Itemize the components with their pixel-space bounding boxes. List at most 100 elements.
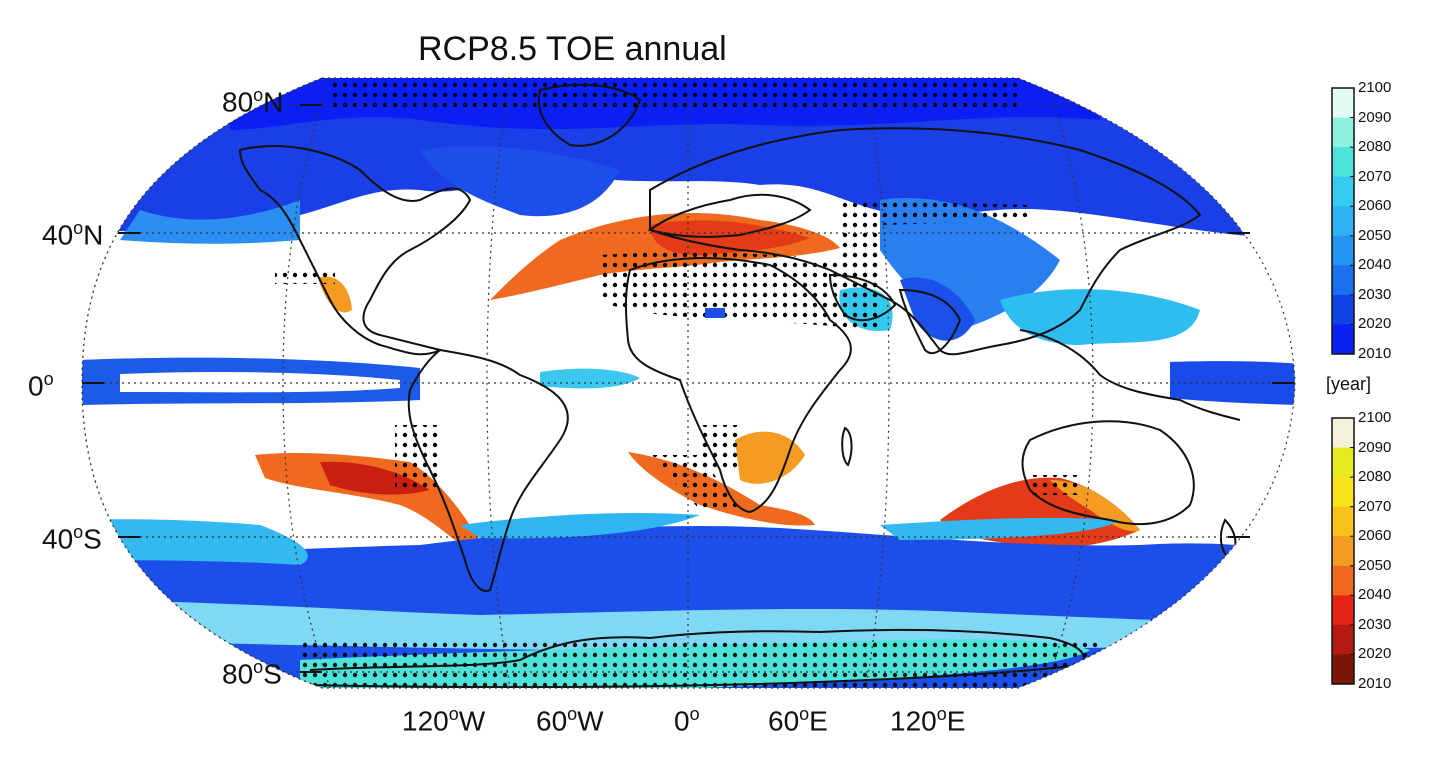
colorbar-warm-swatch bbox=[1332, 654, 1354, 685]
australia-stippling bbox=[1030, 475, 1080, 495]
colorbar-warm-swatch bbox=[1332, 536, 1354, 567]
colorbar-cool-tick-label: 2050 bbox=[1358, 226, 1392, 244]
lon-60e-hemi: E bbox=[809, 705, 828, 737]
lon-label-120e: 120oE bbox=[890, 705, 965, 735]
lat-40s-sup: o bbox=[73, 522, 84, 542]
madagascar-coast bbox=[841, 426, 853, 467]
sahara-stippling bbox=[600, 250, 880, 330]
southern-ocean-cyan-east bbox=[880, 517, 1120, 540]
colorbar-warm-swatch bbox=[1332, 595, 1354, 626]
arctic-stippling bbox=[330, 78, 1020, 108]
colorbar-warm-tick-label: 2030 bbox=[1358, 615, 1392, 633]
mexico-warm bbox=[318, 276, 352, 313]
lat-label-eq: 0o bbox=[28, 370, 54, 400]
lat-80n-hemi: N bbox=[263, 86, 284, 118]
lat-80n-sup: o bbox=[253, 85, 264, 105]
colorbar-cool-swatch bbox=[1332, 88, 1354, 119]
colorbar-warm-frame bbox=[1331, 417, 1355, 685]
lon-120e-deg: 120 bbox=[890, 705, 937, 737]
colorbar-cool-swatch bbox=[1332, 324, 1354, 355]
lat-label-40s: 40oS bbox=[42, 523, 102, 553]
north-atlantic-blue bbox=[420, 146, 620, 217]
lon-60w-deg: 60 bbox=[536, 705, 568, 737]
africa-coast bbox=[624, 257, 852, 514]
colorbar-warm-tick-label: 2100 bbox=[1358, 409, 1392, 426]
lat-40n-deg: 40 bbox=[42, 219, 74, 251]
lon-label-60e: 60oE bbox=[768, 705, 828, 735]
lon-120e-sup: o bbox=[936, 704, 947, 724]
south-america-coast bbox=[407, 348, 569, 592]
arabia-coast bbox=[828, 273, 897, 322]
colorbar-warm-tick-label: 2070 bbox=[1358, 497, 1392, 515]
colorbar-warm-swatch bbox=[1332, 565, 1354, 596]
lat-label-80s: 80oS bbox=[222, 658, 282, 688]
lat-40s-hemi: S bbox=[83, 523, 102, 555]
colorbar-warm-swatch bbox=[1332, 447, 1354, 478]
lat-label-40n: 40oN bbox=[42, 219, 103, 249]
lon-60w-sup: o bbox=[567, 704, 578, 724]
lon-120e-hemi: E bbox=[946, 705, 966, 737]
grid-lon-60w bbox=[486, 78, 511, 688]
colorbar-warm-swatch bbox=[1332, 418, 1354, 449]
antarctica-coast bbox=[309, 629, 1085, 688]
lat-40n-sup: o bbox=[73, 218, 84, 238]
mideast-stippling bbox=[840, 200, 1030, 300]
lat-eq-sup: o bbox=[43, 369, 54, 389]
lat-label-80n: 80oN bbox=[222, 86, 283, 116]
equatorial-indo-band bbox=[1170, 361, 1295, 405]
south-africa-warm bbox=[735, 431, 805, 484]
lat-80s-hemi: S bbox=[263, 658, 282, 690]
colorbar-warm-tick-label: 2050 bbox=[1358, 556, 1392, 574]
antarctica-stippling bbox=[300, 640, 1100, 688]
grid-lon-60e bbox=[865, 78, 890, 688]
lon-60w-hemi: W bbox=[577, 705, 604, 737]
sahara-blue-patch bbox=[705, 308, 725, 318]
southeast-asia-coast bbox=[1019, 329, 1241, 421]
colorbar-cool bbox=[1331, 87, 1355, 355]
colorbar-warm-tick-label: 2090 bbox=[1358, 438, 1392, 456]
lat-tick-marks bbox=[82, 104, 1294, 673]
coastlines bbox=[238, 83, 1241, 688]
globe-outline bbox=[81, 77, 1296, 689]
southern-ocean-cyan-mid bbox=[460, 513, 700, 539]
colorbar-cool-swatch bbox=[1332, 147, 1354, 178]
lon-120w-hemi: W bbox=[458, 705, 486, 737]
colorbar-cool-swatch bbox=[1332, 206, 1354, 237]
colorbar-cool-tick-label: 2060 bbox=[1358, 197, 1392, 215]
europe-coast bbox=[647, 193, 812, 238]
india-blue bbox=[900, 277, 975, 341]
peru-stippling bbox=[395, 425, 440, 490]
colorbar-cool-tick-label: 2030 bbox=[1358, 285, 1392, 303]
colorbar-cool-tick-label: 2040 bbox=[1358, 256, 1392, 274]
lon-60e-deg: 60 bbox=[768, 705, 800, 737]
colorbar-cool-tick-label: 2010 bbox=[1358, 345, 1392, 362]
lon-label-60w: 60oW bbox=[536, 705, 604, 735]
mexico-stippling bbox=[275, 272, 335, 284]
map-title: RCP8.5 TOE annual bbox=[418, 30, 727, 68]
india-coast bbox=[898, 288, 962, 355]
south-atlantic-stippling bbox=[650, 455, 740, 510]
colorbar-warm-tick-label: 2080 bbox=[1358, 468, 1392, 486]
colorbar-cool-swatch bbox=[1332, 294, 1354, 325]
lon-label-0: 0o bbox=[674, 705, 700, 735]
lon-120w-sup: o bbox=[448, 704, 459, 724]
north-america-coast bbox=[238, 145, 472, 356]
colorbar-warm-tick-label: 2060 bbox=[1358, 527, 1392, 545]
equatorial-pacific-inner bbox=[120, 372, 400, 393]
colorbar-warm-tick-label: 2020 bbox=[1358, 645, 1392, 663]
australia-coast bbox=[1021, 420, 1195, 526]
lat-40s-deg: 40 bbox=[42, 523, 74, 555]
lat-80s-sup: o bbox=[253, 657, 264, 677]
colorbar-warm-tick-label: 2040 bbox=[1358, 586, 1392, 604]
lon-label-120w: 120oW bbox=[402, 705, 485, 735]
eurasia-coast bbox=[649, 127, 1202, 356]
lon-120w-deg: 120 bbox=[402, 705, 449, 737]
colorbar-warm-swatch bbox=[1332, 506, 1354, 537]
colorbar-warm-swatch bbox=[1332, 624, 1354, 655]
colorbar-cool-swatch bbox=[1332, 176, 1354, 207]
mediterranean-core bbox=[650, 220, 810, 256]
lon-0-deg: 0 bbox=[674, 705, 690, 737]
colorbar-cool-tick-label: 2070 bbox=[1358, 167, 1392, 185]
toe-field bbox=[82, 78, 1295, 688]
